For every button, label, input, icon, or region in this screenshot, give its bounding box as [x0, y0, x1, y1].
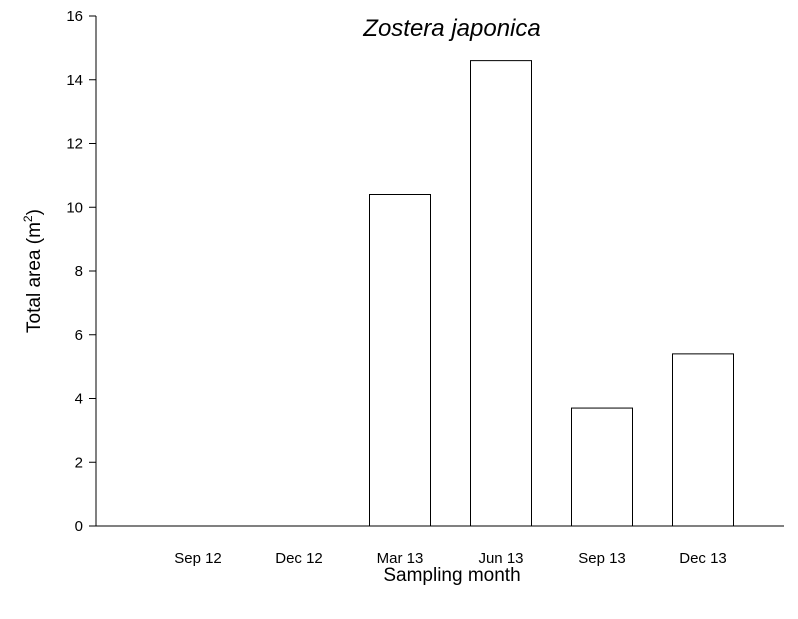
x-tick-label: Dec 13 — [679, 550, 727, 567]
x-tick-label: Jun 13 — [478, 550, 523, 567]
x-tick-label: Sep 13 — [578, 550, 626, 567]
y-tick-label: 8 — [75, 263, 83, 280]
y-tick-label: 10 — [66, 199, 83, 216]
y-tick-label: 16 — [66, 8, 83, 25]
bar — [470, 60, 532, 527]
bar — [672, 353, 734, 527]
y-axis-title-end: ) — [24, 209, 45, 215]
bar — [369, 194, 431, 527]
y-axis-ticks: 0 2 4 6 8 10 12 14 16 — [66, 8, 96, 535]
y-tick-label: 14 — [66, 72, 83, 89]
bars — [369, 60, 734, 527]
y-axis-title-superscript: 2 — [21, 215, 35, 222]
y-tick-label: 4 — [75, 391, 83, 408]
x-tick-label: Dec 12 — [275, 550, 323, 567]
y-axis-title-main: Total area (m — [24, 222, 45, 333]
x-tick-label: Mar 13 — [377, 550, 424, 567]
y-axis-title: Total area (m2) — [21, 209, 45, 333]
y-tick-label: 12 — [66, 136, 83, 153]
chart-title: Zostera japonica — [362, 15, 540, 42]
x-axis-ticks: Sep 12 Dec 12 Mar 13 Jun 13 Sep 13 Dec 13 — [174, 550, 727, 567]
y-tick-label: 0 — [75, 518, 83, 535]
y-tick-label: 2 — [75, 454, 83, 471]
x-axis-title: Sampling month — [383, 565, 520, 586]
x-tick-label: Sep 12 — [174, 550, 222, 567]
y-tick-label: 6 — [75, 327, 83, 344]
bar — [571, 407, 633, 527]
